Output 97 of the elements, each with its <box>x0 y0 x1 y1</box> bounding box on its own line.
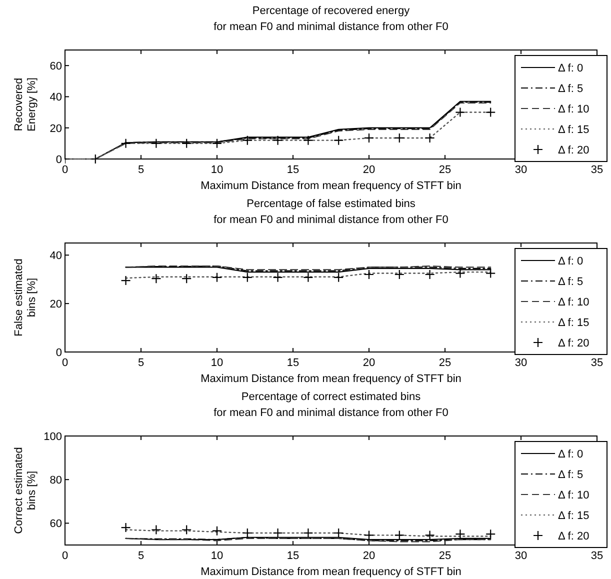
x-tick-label: 35 <box>590 357 604 369</box>
x-tick-label: 15 <box>286 357 300 369</box>
legend-label: Δ f: 10 <box>558 104 590 116</box>
x-tick-label: 35 <box>590 550 604 562</box>
point <box>272 528 283 538</box>
point <box>334 272 344 282</box>
point <box>151 274 162 284</box>
legend-label: Δ f: 20 <box>558 144 590 156</box>
legend-label: Δ f: 15 <box>558 510 590 522</box>
point <box>364 269 374 280</box>
chart-subtitle: for mean F0 and minimal distance from other F0 <box>214 407 448 419</box>
point <box>303 272 314 282</box>
legend-label: Δ f: 20 <box>558 338 590 350</box>
point <box>424 132 435 144</box>
line-series <box>125 271 492 279</box>
y-tick-label: 40 <box>50 92 62 104</box>
point <box>212 272 222 282</box>
point <box>212 138 222 148</box>
chart-title: Percentage of false estimated bins <box>246 198 416 210</box>
legend-label: Δ f: 5 <box>558 469 584 481</box>
x-tick-label: 5 <box>138 357 144 369</box>
point <box>151 138 162 148</box>
point <box>303 528 314 538</box>
y-axis-title: False estimated bins [%] <box>13 258 38 336</box>
x-tick-label: 25 <box>438 550 452 562</box>
point <box>120 522 131 533</box>
point <box>424 269 435 280</box>
legend-label: Δ f: 10 <box>558 490 590 502</box>
point <box>120 275 131 286</box>
x-tick-label: 30 <box>514 357 528 369</box>
point <box>182 524 192 535</box>
point <box>182 138 192 148</box>
point <box>424 530 435 540</box>
point <box>486 107 496 118</box>
point <box>151 524 162 535</box>
y-tick-label: 80 <box>50 474 62 487</box>
legend-label: Δ f: 10 <box>558 296 590 308</box>
chart-title: Percentage of recovered energy <box>252 5 410 17</box>
chart-subtitle: for mean F0 and minimal distance from other F0 <box>214 21 448 33</box>
x-axis-title: Maximum Distance from mean frequency of STFT bin <box>200 180 462 192</box>
x-tick-label: 35 <box>590 164 604 176</box>
point <box>272 135 283 146</box>
legend-label: Δ f: 0 <box>558 448 584 460</box>
point <box>455 529 466 540</box>
point <box>334 528 344 538</box>
y-tick-label: 0 <box>56 154 62 166</box>
y-tick-label: 60 <box>50 518 62 530</box>
chart-subtitle: for mean F0 and minimal distance from other F0 <box>214 214 448 226</box>
x-tick-label: 20 <box>362 164 376 176</box>
x-tick-label: 30 <box>514 550 528 562</box>
x-tick-label: 10 <box>210 164 224 176</box>
point <box>364 132 374 144</box>
point <box>242 272 252 282</box>
y-tick-label: 40 <box>50 250 62 262</box>
x-tick-label: 10 <box>210 357 224 369</box>
point <box>212 526 222 536</box>
chart-title: Percentage of correct estimated bins <box>241 391 422 403</box>
point <box>272 272 283 282</box>
line-series <box>125 529 492 537</box>
y-axis-title: Recovered Energy [%] <box>13 78 38 132</box>
x-tick-label: 15 <box>286 550 300 562</box>
point <box>120 138 131 148</box>
point <box>242 135 252 146</box>
x-tick-label: 10 <box>210 550 224 562</box>
y-tick-label: 100 <box>44 431 62 443</box>
x-axis-title: Maximum Distance from mean frequency of STFT bin <box>200 566 462 578</box>
point <box>303 135 314 146</box>
x-tick-label: 15 <box>286 164 300 176</box>
legend-label: Δ f: 0 <box>558 256 584 268</box>
y-tick-label: 0 <box>56 347 62 359</box>
point <box>394 132 404 144</box>
x-tick-label: 30 <box>514 164 528 176</box>
point <box>242 528 252 538</box>
y-tick-label: 60 <box>50 60 62 73</box>
y-axis-title: Correct estimated bins [%] <box>13 447 38 534</box>
legend-label: Δ f: 5 <box>558 276 584 288</box>
legend-label: Δ f: 15 <box>558 317 590 329</box>
y-tick-label: 20 <box>50 298 62 311</box>
point <box>182 274 192 284</box>
x-tick-label: 25 <box>438 164 452 176</box>
point <box>394 530 404 540</box>
point <box>455 107 466 118</box>
x-tick-label: 25 <box>438 357 452 369</box>
point <box>486 268 496 278</box>
legend-label: Δ f: 5 <box>558 83 584 95</box>
x-tick-label: 20 <box>362 357 376 369</box>
y-tick-label: 20 <box>50 122 62 135</box>
point <box>455 268 466 278</box>
point <box>394 269 404 280</box>
legend-label: Δ f: 15 <box>558 124 590 136</box>
x-tick-label: 5 <box>138 164 144 176</box>
x-tick-label: 20 <box>362 550 376 562</box>
x-axis-title: Maximum Distance from mean frequency of STFT bin <box>200 373 462 385</box>
legend-label: Δ f: 20 <box>558 530 590 542</box>
x-tick-label: 5 <box>138 550 144 562</box>
legend-label: Δ f: 0 <box>558 62 584 74</box>
point <box>334 135 344 146</box>
